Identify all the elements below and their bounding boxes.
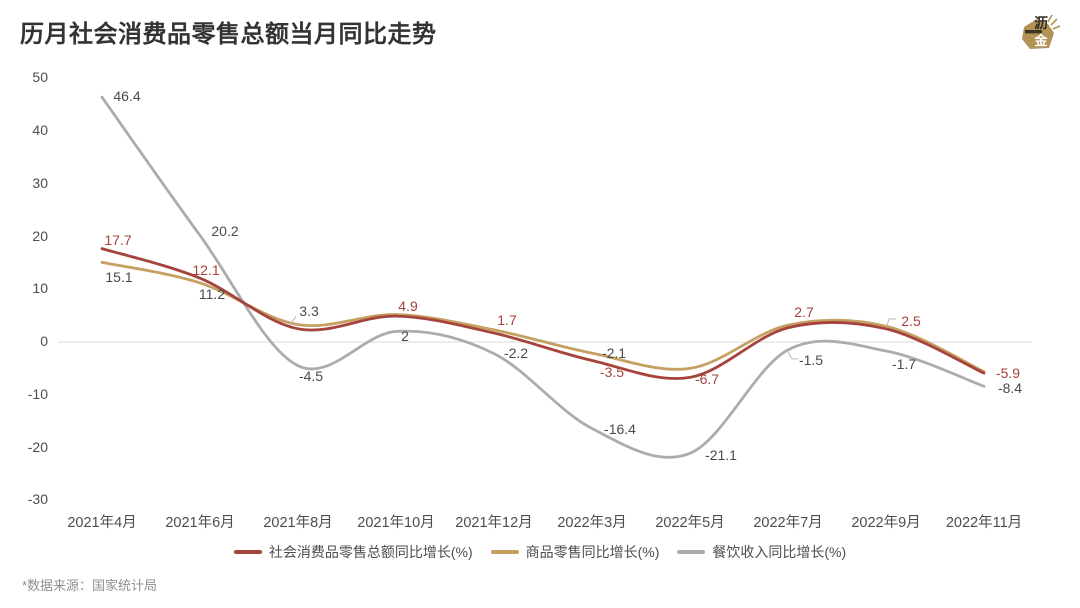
logo-char-bottom: 金 <box>1033 33 1048 48</box>
brand-logo: 沥 金 <box>1022 14 1061 49</box>
gold-nugget-shape <box>1022 19 1054 49</box>
y-tick-label: 20 <box>32 227 48 244</box>
legend-swatch-catering <box>677 550 706 554</box>
x-tick-label: 2021年12月 <box>455 515 533 531</box>
data-label: 1.7 <box>497 312 517 329</box>
data-label: 2 <box>401 328 409 345</box>
sparkle-icon <box>1047 14 1061 30</box>
data-label: -8.4 <box>997 380 1023 397</box>
legend-item-catering[interactable]: 餐饮收入同比增长(%) <box>677 542 846 562</box>
data-label: 3.3 <box>299 302 319 319</box>
y-tick-label: -30 <box>27 491 48 508</box>
legend-item-retail[interactable]: 社会消费品零售总额同比增长(%) <box>233 542 473 562</box>
logo-band <box>1025 30 1042 34</box>
chart-title: 历月社会消费品零售总额当月同比走势 <box>20 21 437 48</box>
data-label: 15.1 <box>105 269 133 286</box>
legend-swatch-retail <box>233 550 262 554</box>
legend-label: 社会消费品零售总额同比增长(%) <box>268 544 473 560</box>
label-leader-line <box>289 316 297 325</box>
chart-legend: 社会消费品零售总额同比增长(%) 商品零售同比增长(%) 餐饮收入同比增长(%) <box>0 542 1080 562</box>
legend-item-goods[interactable]: 商品零售同比增长(%) <box>490 542 660 562</box>
data-label: 2.7 <box>794 303 814 320</box>
x-tick-label: 2022年9月 <box>851 515 921 531</box>
data-label: 11.2 <box>198 285 226 302</box>
x-tick-label: 2021年8月 <box>263 515 333 531</box>
data-label: -2.2 <box>503 344 529 361</box>
y-tick-label: -10 <box>27 385 48 402</box>
x-tick-label: 2022年7月 <box>753 515 823 531</box>
data-label: -21.1 <box>705 447 737 464</box>
y-tick-label: -20 <box>27 438 48 455</box>
label-leader-line <box>787 351 798 360</box>
y-tick-label: 40 <box>32 122 48 138</box>
data-label: -16.4 <box>604 420 636 437</box>
data-label: 12.1 <box>192 262 220 279</box>
x-tick-label: 2022年11月 <box>945 515 1023 531</box>
data-label: -6.7 <box>694 371 720 388</box>
label-leader-line <box>886 318 896 326</box>
y-tick-label: 10 <box>32 280 48 297</box>
data-label: 17.7 <box>104 231 132 248</box>
x-tick-label: 2021年10月 <box>357 515 435 531</box>
legend-swatch-goods <box>490 550 519 554</box>
data-source-note: *数据来源：国家统计局 <box>22 578 158 593</box>
logo-char-top: 沥 <box>1034 15 1048 31</box>
y-tick-label: 50 <box>32 69 48 86</box>
y-tick-label: 30 <box>32 174 48 191</box>
legend-label: 餐饮收入同比增长(%) <box>712 544 847 560</box>
series-line-catering <box>100 95 986 459</box>
data-label: 20.2 <box>211 223 239 240</box>
data-label: 2.5 <box>901 312 921 329</box>
data-label: -4.5 <box>298 367 324 384</box>
data-label: 4.9 <box>398 298 418 315</box>
series-line-retail <box>100 247 986 380</box>
data-label: -5.9 <box>995 365 1021 382</box>
x-tick-label: 2022年5月 <box>655 515 725 531</box>
data-label: -1.5 <box>798 351 824 368</box>
data-label: -3.5 <box>599 364 625 381</box>
legend-label: 商品零售同比增长(%) <box>525 544 660 560</box>
data-label: -2.1 <box>601 345 627 362</box>
data-label: 46.4 <box>113 88 141 105</box>
x-tick-label: 2021年6月 <box>165 515 235 531</box>
x-tick-label: 2021年4月 <box>67 515 137 531</box>
x-tick-label: 2022年3月 <box>557 515 627 531</box>
data-label: -1.7 <box>891 355 917 372</box>
y-tick-label: 0 <box>40 333 48 349</box>
